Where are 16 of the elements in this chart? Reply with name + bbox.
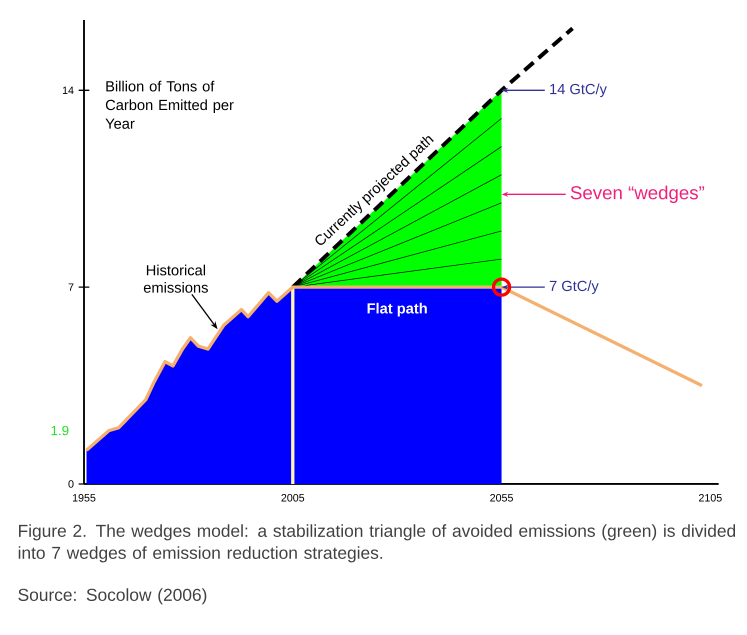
y-tick-label: 0 xyxy=(68,480,74,488)
y-tick-label: 7 xyxy=(68,283,74,291)
x-tick-label: 1955 xyxy=(72,494,96,502)
annotation: Seven “wedges” xyxy=(570,186,704,204)
text: 1.9 xyxy=(52,426,68,436)
annotation: Flat path xyxy=(368,302,427,316)
y-axis-title: Billion of Tons of Carbon Emitted per Year xyxy=(105,80,234,129)
caption: Figure 2. The wedges model: a stabilization triangle of avoided emissions (green) is divided into 7 wedges of emission reduction strategies. xyxy=(18,524,736,562)
source-note: Source: Socolow (2006) xyxy=(18,588,206,604)
annotation: Historical emissions xyxy=(144,264,208,293)
x-tick-label: 2105 xyxy=(698,494,722,502)
x-tick-label: 2055 xyxy=(490,494,513,502)
annotation: 7 GtC/y xyxy=(550,280,599,294)
y-tick-label: 14 xyxy=(62,86,74,94)
annotation: 14 GtC/y xyxy=(550,83,607,98)
x-tick-label: 2005 xyxy=(281,494,304,502)
